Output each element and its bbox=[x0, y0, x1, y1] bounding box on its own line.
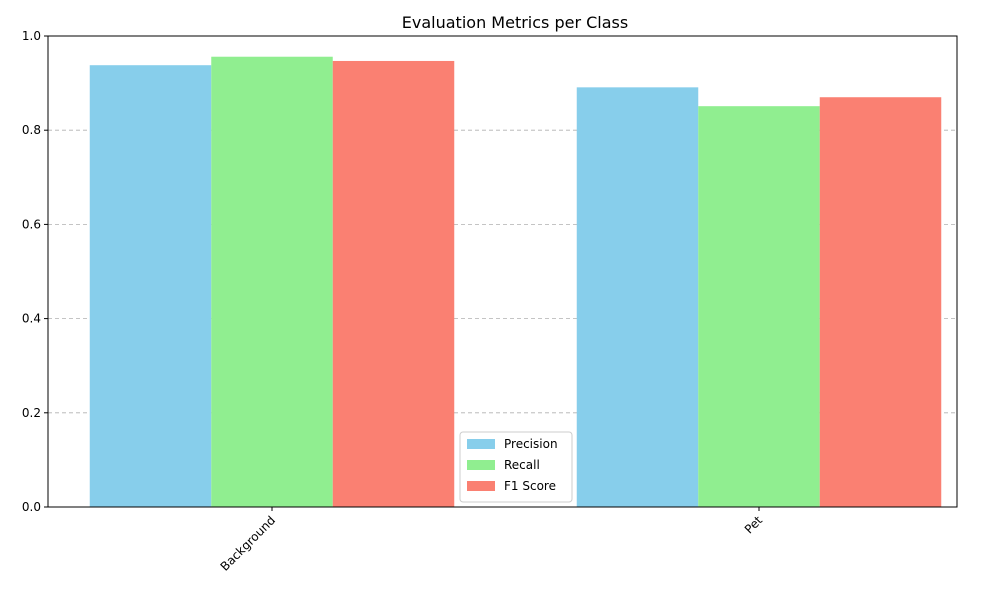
legend-swatch-recall bbox=[467, 460, 495, 470]
bar-recall bbox=[698, 106, 820, 507]
y-tick-label: 0.4 bbox=[22, 312, 41, 326]
y-tick-label: 0.6 bbox=[22, 217, 41, 231]
legend-label-f1-score: F1 Score bbox=[504, 479, 556, 493]
bar-f1-score bbox=[819, 97, 942, 507]
chart-title: Evaluation Metrics per Class bbox=[402, 13, 628, 32]
x-tick-label: Pet bbox=[742, 513, 765, 536]
y-tick-label: 1.0 bbox=[22, 29, 41, 43]
bar-f1-score bbox=[332, 60, 455, 507]
plot-frame bbox=[47, 35, 958, 508]
bars bbox=[89, 56, 942, 508]
x-tick-label: Background bbox=[218, 513, 279, 574]
y-tick-label: 0.8 bbox=[22, 123, 41, 137]
legend: Precision Recall F1 Score bbox=[459, 431, 573, 503]
legend-swatch-f1-score bbox=[467, 481, 495, 491]
y-tick-label: 0.0 bbox=[22, 500, 41, 514]
y-tick-label: 0.2 bbox=[22, 406, 41, 420]
legend-label-recall: Recall bbox=[504, 458, 540, 472]
y-axis: 0.0 0.2 0.4 0.6 0.8 1.0 bbox=[22, 29, 48, 514]
legend-label-precision: Precision bbox=[504, 437, 558, 451]
bar-precision bbox=[89, 65, 212, 508]
bar-recall bbox=[211, 56, 333, 507]
bar-precision bbox=[576, 87, 699, 508]
legend-swatch-precision bbox=[467, 439, 495, 449]
x-axis: Background Pet bbox=[218, 507, 765, 574]
